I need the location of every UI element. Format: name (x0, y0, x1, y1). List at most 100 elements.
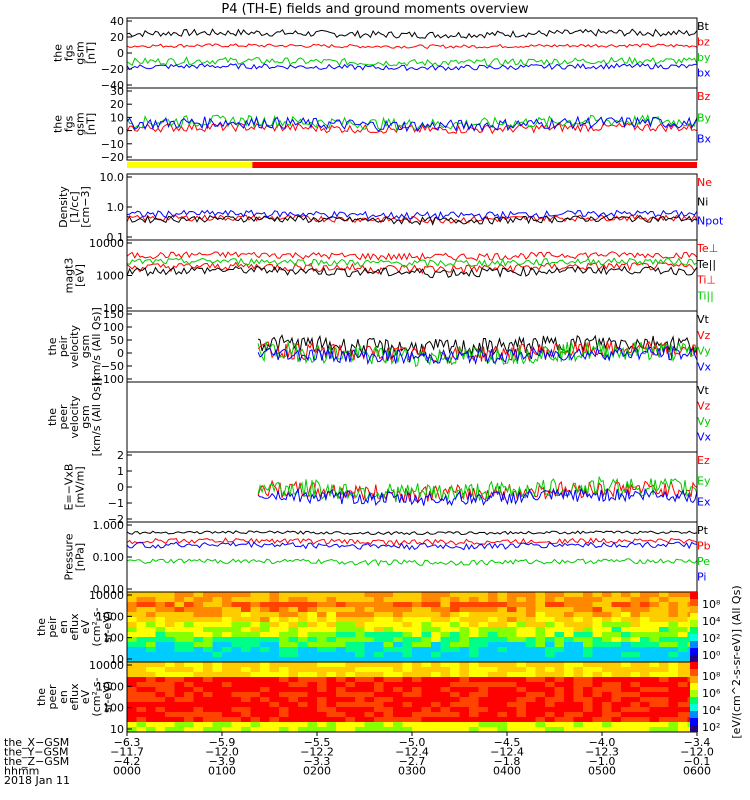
heatmap-cell (136, 637, 147, 643)
heatmap-cell (355, 652, 365, 658)
heatmap-cell (564, 697, 574, 703)
heatmap-cell (526, 602, 536, 608)
heatmap-cell (250, 692, 261, 698)
heatmap-cell (193, 682, 204, 688)
heatmap-cell (526, 647, 536, 653)
heatmap-cell (507, 717, 517, 723)
heatmap-cell (640, 652, 650, 658)
heatmap-cell (307, 702, 318, 708)
heatmap-cell (554, 602, 565, 608)
heatmap-cell (573, 722, 584, 728)
heatmap-cell (374, 647, 384, 653)
heatmap-cell (146, 657, 156, 663)
heatmap-cell (146, 637, 156, 643)
heatmap-cell (279, 722, 289, 728)
heatmap-cell (412, 607, 422, 613)
heatmap-cell (402, 607, 413, 613)
heatmap-cell (678, 722, 688, 728)
heatmap-cell (383, 722, 394, 728)
heatmap-cell (288, 692, 299, 698)
heatmap-cell (640, 632, 650, 638)
heatmap-cell (564, 632, 574, 638)
heatmap-cell (364, 607, 375, 613)
heatmap-cell (554, 597, 565, 603)
heatmap-cell (649, 667, 660, 673)
heatmap-cell (203, 677, 213, 683)
heatmap-cell (497, 727, 508, 733)
heatmap-cell (155, 707, 166, 713)
heatmap-cell (640, 662, 650, 668)
heatmap-cell (269, 712, 280, 718)
heatmap-cell (592, 612, 603, 618)
heatmap-cell (127, 647, 137, 653)
heatmap-cell (488, 647, 498, 653)
heatmap-cell (136, 687, 147, 693)
heatmap-cell (678, 702, 688, 708)
heatmap-cell (478, 702, 489, 708)
heatmap-cell (402, 662, 413, 668)
colorbar-upper-step (690, 606, 698, 613)
heatmap-cell (174, 652, 185, 658)
heatmap-cell (402, 717, 413, 723)
heatmap-cell (602, 617, 612, 623)
heatmap-cell (174, 612, 185, 618)
heatmap-cell (440, 617, 451, 623)
heatmap-cell (678, 712, 688, 718)
heatmap-cell (668, 602, 679, 608)
heatmap-cell (450, 627, 460, 633)
heatmap-cell (184, 622, 194, 628)
heatmap-cell (307, 722, 318, 728)
heatmap-cell (155, 672, 166, 678)
heatmap-cell (374, 652, 384, 658)
heatmap-cell (488, 642, 498, 648)
heatmap-cell (564, 667, 574, 673)
x-row-value: −11.7 (110, 746, 144, 759)
heatmap-cell (193, 672, 204, 678)
heatmap-cell (554, 727, 565, 733)
heatmap-cell (545, 697, 555, 703)
heatmap-cell (374, 637, 384, 643)
heatmap-cell (450, 717, 460, 723)
heatmap-cell (326, 602, 337, 608)
heatmap-cell (222, 697, 232, 703)
heatmap-cell (545, 682, 555, 688)
heatmap-cell (592, 642, 603, 648)
heatmap-cell (678, 672, 688, 678)
heatmap-cell (611, 677, 622, 683)
heatmap-cell (212, 717, 223, 723)
heatmap-cell (136, 627, 147, 633)
heatmap-cell (583, 657, 593, 663)
heatmap-cell (241, 657, 251, 663)
heatmap-cell (640, 597, 650, 603)
heatmap-cell (288, 667, 299, 673)
heatmap-cell (146, 697, 156, 703)
heatmap-cell (630, 667, 641, 673)
heatmap-cell (155, 642, 166, 648)
heatmap-cell (155, 687, 166, 693)
heatmap-cell (374, 672, 384, 678)
heatmap-cell (336, 672, 346, 678)
heatmap-cell (440, 672, 451, 678)
heatmap-cell (497, 592, 508, 598)
heatmap-cell (345, 712, 356, 718)
heatmap-cell (212, 597, 223, 603)
heatmap-cell (592, 617, 603, 623)
heatmap-cell (326, 687, 337, 693)
heatmap-cell (383, 682, 394, 688)
heatmap-cell (611, 597, 622, 603)
heatmap-cell (602, 702, 612, 708)
heatmap-cell (526, 682, 536, 688)
heatmap-cell (355, 717, 365, 723)
heatmap-cell (260, 617, 270, 623)
y-tick-label: 10 (110, 723, 124, 736)
heatmap-cell (260, 662, 270, 668)
heatmap-cell (516, 607, 527, 613)
heatmap-cell (412, 597, 422, 603)
series-Pb (126, 537, 698, 546)
heatmap-cell (554, 592, 565, 598)
heatmap-cell (364, 622, 375, 628)
panel-frame (126, 87, 698, 161)
heatmap-cell (478, 597, 489, 603)
heatmap-cell (222, 652, 232, 658)
heatmap-cell (269, 607, 280, 613)
